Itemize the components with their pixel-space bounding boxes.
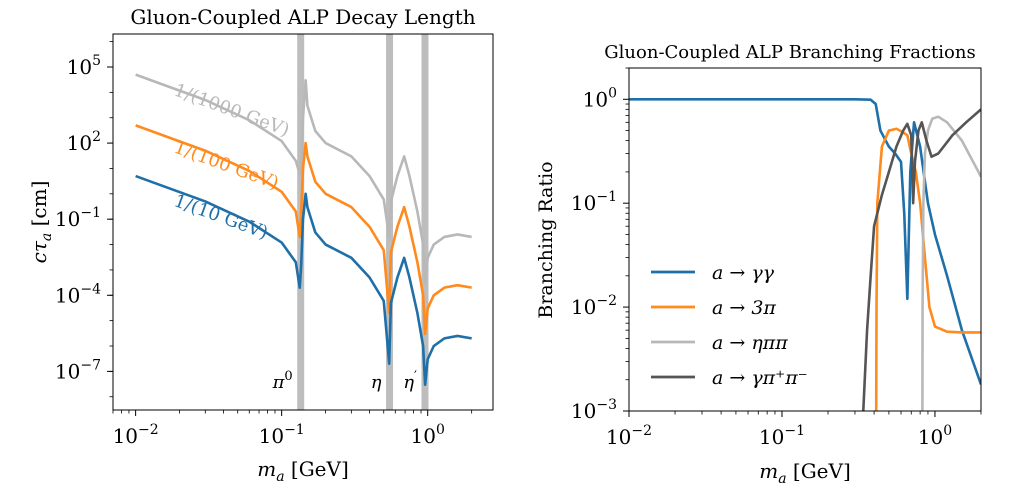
y-tick-label: 105 xyxy=(67,53,101,79)
series-label: 1/(100 GeV) xyxy=(171,137,281,194)
x-tick-label: 10−1 xyxy=(259,422,305,448)
series-line xyxy=(874,127,981,411)
resonance-label: η′ xyxy=(403,369,417,393)
y-axis-label: Branching Ratio xyxy=(535,161,557,318)
legend-label: a → γγ xyxy=(712,262,775,284)
x-tick-label: 10−2 xyxy=(606,423,652,449)
x-tick-label: 100 xyxy=(411,422,445,448)
series-line xyxy=(921,115,981,411)
chart-title: Gluon-Coupled ALP Branching Fractions xyxy=(604,42,975,63)
series-line xyxy=(135,174,472,386)
y-tick-label: 100 xyxy=(583,85,617,111)
series-line xyxy=(861,108,981,411)
plot-frame xyxy=(112,33,494,411)
y-tick-label: 102 xyxy=(67,129,101,155)
chart-decay-length: Gluon-Coupled ALP Decay Length 1/(1000 G… xyxy=(27,5,494,484)
y-tick-label: 10−7 xyxy=(55,357,101,383)
x-axis-label: ma [GeV] xyxy=(759,459,851,484)
resonance-band xyxy=(421,34,429,410)
legend-label: a → 3π xyxy=(712,297,776,319)
y-tick-label: 10−4 xyxy=(55,281,101,307)
series-label: 1/(1000 GeV) xyxy=(171,80,292,141)
y-axis-label: cτa [cm] xyxy=(27,181,55,264)
y-tick-label: 10−3 xyxy=(571,397,617,423)
x-tick-label: 10−2 xyxy=(113,422,159,448)
x-tick-label: 100 xyxy=(918,423,952,449)
y-tick-label: 10−2 xyxy=(571,293,617,319)
legend-label: a → γπ⁺π⁻ xyxy=(712,367,808,389)
y-tick-label: 10−1 xyxy=(571,189,617,215)
plot-frame xyxy=(628,67,982,412)
series-line xyxy=(135,73,472,285)
series-line xyxy=(135,124,472,336)
series-line xyxy=(629,97,981,385)
resonance-label: η xyxy=(371,372,382,393)
series-label: 1/(10 GeV) xyxy=(171,190,270,243)
y-tick-label: 10−1 xyxy=(55,205,101,231)
x-axis-label: ma [GeV] xyxy=(257,457,349,484)
chart-title: Gluon-Coupled ALP Decay Length xyxy=(130,5,475,29)
x-tick-label: 10−1 xyxy=(759,423,805,449)
legend-label: a → ηππ xyxy=(712,332,788,354)
chart-branching-fractions: Gluon-Coupled ALP Branching Fractions 10… xyxy=(535,42,982,484)
resonance-label: π0 xyxy=(272,369,293,393)
